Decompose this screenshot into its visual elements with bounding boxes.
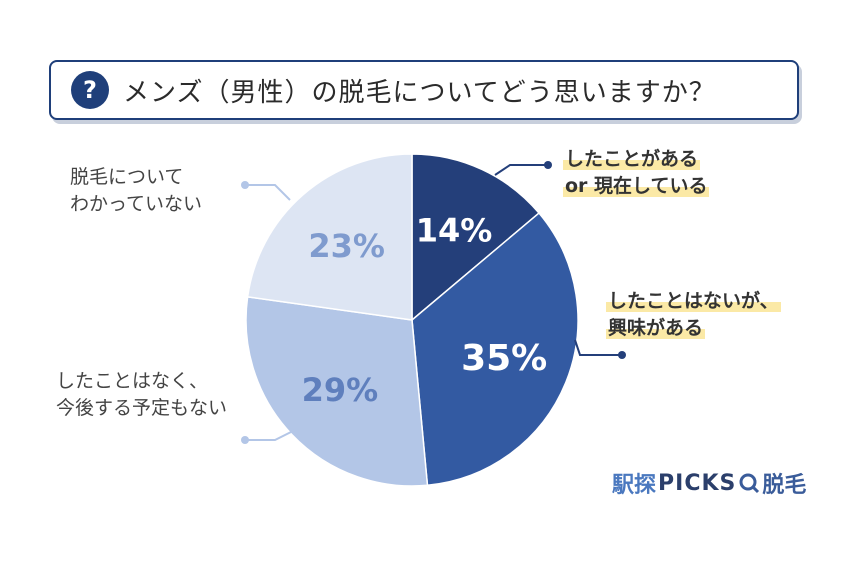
pie-slice-unknown [246,153,413,321]
pie-value-label-unknown: 23% [308,227,385,265]
title-box: ? メンズ（男性）の脱毛についてどう思いますか？ [49,60,799,120]
legend-label-unknown: 脱毛について わかっていない [70,164,202,218]
leader-dot-unknown [241,181,249,189]
legend-label-done-line2: or 現在している [563,175,710,197]
legend-label-interested-line2: 興味がある [606,317,706,339]
legend-label-not-planned: したことはなく、 今後する予定もない [56,368,227,422]
leader-dot-not-planned [241,436,249,444]
pie-value-label-interested: 35% [461,338,547,379]
brand-logo: 駅探 PICKS 脱毛 [612,467,806,499]
legend-label-unknown-line1: 脱毛について [70,166,184,188]
legend-label-done: したことがある or 現在している [563,146,710,200]
question-icon: ? [71,71,109,109]
legend-label-interested-line1: したことはないが、 [606,290,781,312]
legend-label-unknown-line2: わかっていない [70,193,203,215]
leader-line-unknown [245,184,291,201]
pie-value-label-done: 14% [416,212,493,250]
chart-title: メンズ（男性）の脱毛についてどう思いますか？ [123,77,716,108]
pie-slice-done [411,153,541,322]
leader-dot-interested [618,351,626,359]
pie-slice-interested [411,212,579,487]
brand-part-picks: PICKS [658,470,737,496]
leader-line-interested [574,339,622,356]
magnifier-icon [739,473,760,494]
leader-dot-done [544,161,552,169]
pie-value-label-not-planned: 29% [302,371,379,409]
leader-line-done [494,164,548,176]
pie-slice-not-planned [245,295,429,487]
legend-label-done-line1: したことがある [563,148,701,170]
brand-part-ekitan: 駅探 [612,473,657,498]
leader-line-not-planned [245,429,296,441]
legend-label-interested: したことはないが、 興味がある [606,288,781,342]
legend-label-not-planned-line1: したことはなく、 [56,370,209,392]
brand-part-datsumo: 脱毛 [762,473,807,498]
legend-label-not-planned-line2: 今後する予定もない [56,397,228,419]
